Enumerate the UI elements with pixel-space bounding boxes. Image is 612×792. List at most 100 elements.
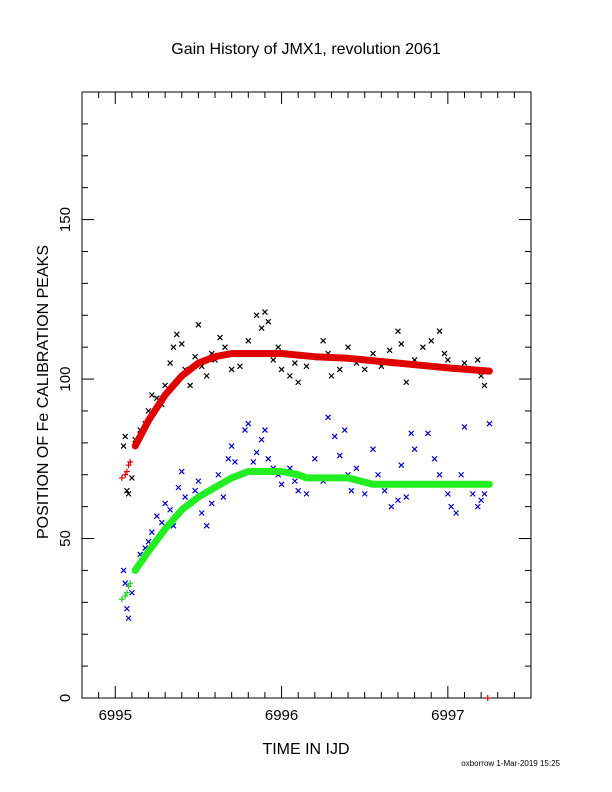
data-point: [341, 427, 348, 434]
data-point: [258, 436, 265, 443]
data-point: [424, 430, 431, 437]
data-point: [361, 366, 368, 373]
data-point: [167, 360, 174, 367]
data-point: [122, 580, 129, 587]
data-point: [128, 589, 135, 596]
data-point: [170, 344, 177, 351]
data-point: [222, 344, 228, 351]
data-point: [178, 468, 185, 475]
data-point: [127, 580, 134, 587]
data-point: [123, 468, 130, 475]
data-point: [370, 446, 376, 453]
data-point: [228, 366, 235, 373]
data-point: [258, 325, 265, 331]
data-point: [158, 519, 165, 526]
data-point: [478, 497, 485, 504]
data-point: [469, 490, 476, 497]
data-point: [484, 695, 491, 701]
data-point: [486, 420, 493, 427]
data-point: [458, 471, 465, 478]
data-point: [388, 503, 395, 510]
data-point: [291, 478, 298, 485]
data-point: [125, 615, 132, 622]
data-point: [278, 481, 285, 488]
data-point: [286, 372, 293, 379]
footer-credit: oxborrow 1-Mar-2019 15:25: [461, 759, 560, 768]
data-point: [123, 589, 130, 596]
data-point: [122, 471, 129, 478]
data-point: [148, 529, 155, 536]
data-point: [122, 592, 129, 599]
data-point: [395, 328, 401, 335]
data-point: [215, 471, 222, 478]
data-point: [148, 392, 155, 398]
data-point: [436, 328, 443, 335]
data-point: [265, 455, 272, 462]
data-point: [253, 312, 260, 319]
plot-frame: [81, 91, 532, 699]
data-point: [242, 427, 248, 434]
data-point: [123, 487, 130, 494]
data-point: [345, 344, 351, 351]
data-point: [448, 503, 455, 510]
data-point: [167, 506, 174, 513]
data-point: [162, 382, 169, 389]
x-tick-label: 6996: [265, 707, 298, 724]
data-point: [395, 497, 401, 504]
data-point: [182, 494, 189, 500]
data-point: [195, 321, 202, 328]
data-point: [153, 513, 160, 520]
data-point: [431, 455, 438, 462]
fit-curve-5: [131, 468, 493, 574]
data-point: [217, 334, 223, 341]
data-point: [398, 341, 405, 347]
data-point: [441, 350, 448, 357]
data-point: [228, 443, 235, 449]
data-point: [125, 583, 132, 590]
data-point: [175, 484, 182, 491]
data-point: [461, 423, 468, 430]
chart-title: Gain History of JMX1, revolution 2061: [171, 41, 441, 58]
data-point: [403, 379, 410, 386]
data-point: [386, 347, 393, 354]
data-point: [208, 500, 215, 507]
data-point: [444, 356, 451, 363]
data-point: [203, 372, 210, 379]
y-tick-label: 0: [57, 694, 74, 702]
data-point: [303, 363, 310, 370]
data-point: [125, 490, 132, 497]
data-point: [478, 372, 485, 379]
data-point: [336, 366, 343, 373]
data-point: [481, 382, 488, 389]
data-point: [128, 475, 135, 481]
data-point: [192, 487, 199, 494]
data-point: [245, 420, 252, 427]
data-point: [444, 490, 451, 497]
data-point: [225, 455, 232, 462]
data-point: [232, 459, 238, 465]
data-point: [320, 337, 327, 344]
data-point: [453, 510, 460, 516]
data-point: [253, 449, 260, 456]
data-point: [436, 471, 443, 478]
data-point: [127, 458, 134, 465]
data-point: [370, 350, 376, 357]
data-point: [265, 318, 272, 325]
data-point: [262, 427, 268, 434]
data-point: [262, 309, 268, 315]
data-point: [398, 462, 405, 469]
data-point: [353, 465, 360, 472]
x-tick-label: 6995: [99, 707, 132, 724]
data-point: [237, 363, 243, 370]
data-point: [245, 337, 252, 344]
data-point: [125, 462, 132, 469]
data-point: [278, 366, 285, 373]
data-point: [173, 331, 180, 338]
data-point: [361, 490, 368, 497]
plot-area: 6995 6996 6997 0 50 100 150: [57, 91, 532, 724]
data-point: [328, 372, 335, 379]
data-point: [295, 379, 302, 386]
data-point: [428, 337, 435, 344]
y-tick-label: 150: [57, 207, 74, 232]
